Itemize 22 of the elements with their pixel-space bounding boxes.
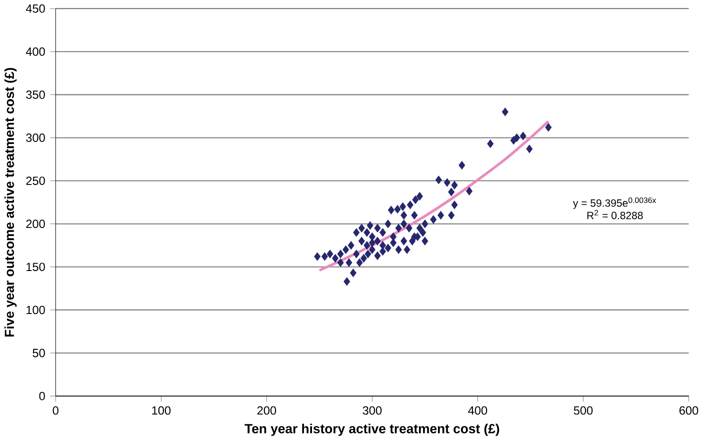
annotation: y = 59.395e$^{0.0036x}$ [572,197,656,209]
y-tick-label: 150 [26,262,45,271]
y-tick-label: 300 [26,133,45,142]
x-tick-label: 0 [52,406,58,415]
x-tick-label: 600 [679,406,698,415]
annotation: R$^{2}$ = 0.8288 [587,210,643,220]
x-tick-label: 200 [257,406,276,415]
y-tick-label: 0 [39,392,45,400]
x-axis-title: Ten year history active treatment cost (£) [244,424,500,436]
y-tick-label: 350 [26,90,45,99]
x-tick-label: 100 [152,406,171,415]
x-tick-label: 500 [574,406,593,415]
x-tick-label: 300 [362,406,382,415]
y-axis-title: Five year outcome active treatment cost (£) [4,68,17,336]
y-tick-label: 450 [26,4,45,13]
y-tick-label: 200 [26,219,45,228]
y-tick-label: 400 [26,47,45,56]
line-series [318,120,550,272]
y-tick-label: 50 [32,348,45,358]
y-tick-label: 250 [26,176,45,185]
x-tick-label: 400 [468,406,488,415]
y-tick-label: 100 [26,306,45,314]
